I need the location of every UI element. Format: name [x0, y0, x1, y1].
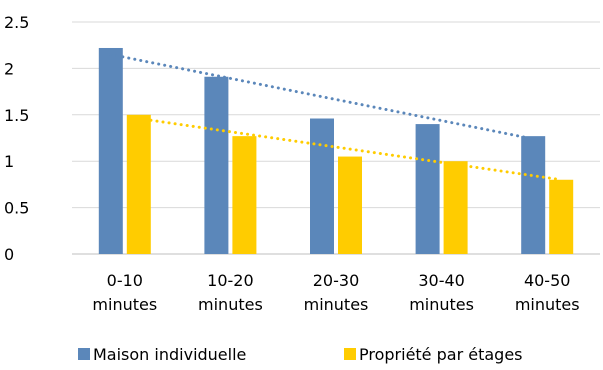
bar-propriete-par-etages — [126, 114, 151, 254]
y-tick-label: 0 — [4, 245, 14, 264]
bar-maison-individuelle — [204, 76, 229, 254]
legend-swatch-maison-individuelle — [78, 348, 90, 360]
bar-maison-individuelle — [521, 136, 546, 254]
legend-swatch-propriete-par-etages — [344, 348, 356, 360]
x-tick-label: 40-50 — [524, 271, 571, 290]
x-tick-label: 20-30 — [313, 271, 360, 290]
y-tick-label: 0.5 — [4, 199, 29, 218]
gridlines — [72, 21, 600, 255]
legend-label: Maison individuelle — [93, 345, 246, 364]
trendlines — [109, 52, 563, 182]
bar-propriete-par-etages — [443, 161, 468, 254]
x-tick-label: 0-10 — [107, 271, 143, 290]
trendline-maison-individuelle — [109, 52, 535, 141]
x-axis: 0-10 minutes 10-20 minutes 20-30 minutes 30-40… — [92, 271, 579, 314]
x-tick-label: minutes — [198, 295, 263, 314]
x-tick-label: 30-40 — [418, 271, 465, 290]
bar-maison-individuelle — [98, 47, 123, 254]
bar-propriete-par-etages — [549, 179, 574, 254]
legend-label: Propriété par étages — [359, 345, 523, 364]
bar-propriete-par-etages — [338, 156, 362, 254]
x-tick-label: minutes — [304, 295, 369, 314]
x-tick-label: minutes — [92, 295, 157, 314]
y-axis: 0 0.5 1 1.5 2 2.5 — [4, 13, 29, 264]
y-tick-label: 1.5 — [4, 106, 29, 125]
bar-maison-individuelle — [415, 124, 440, 254]
y-tick-label: 2 — [4, 59, 14, 78]
bars — [98, 47, 574, 255]
legend: Maison individuelle Propriété par étages — [78, 345, 523, 364]
x-tick-label: minutes — [409, 295, 474, 314]
x-tick-label: minutes — [515, 295, 580, 314]
x-tick-label: 10-20 — [207, 271, 254, 290]
bar-maison-individuelle — [310, 118, 334, 255]
y-tick-label: 2.5 — [4, 13, 29, 32]
bar-propriete-par-etages — [232, 136, 257, 254]
trendline-propriete-par-etages — [137, 117, 563, 182]
y-tick-label: 1 — [4, 152, 14, 171]
